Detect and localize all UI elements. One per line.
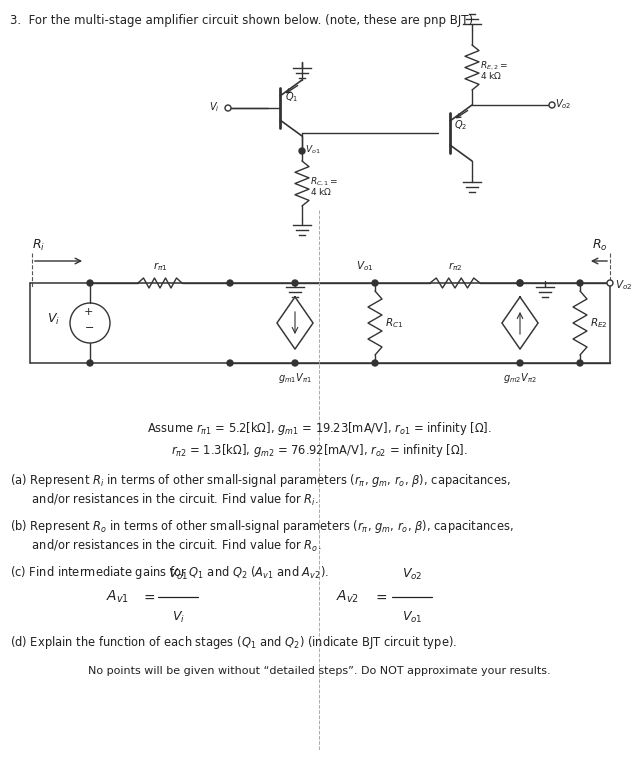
Text: (d) Explain the function of each stages ($\boldsymbol{Q_1}$ and $\boldsymbol{Q_2: (d) Explain the function of each stages … (10, 634, 457, 651)
Text: $R_o$: $R_o$ (592, 238, 608, 253)
Text: $R_{E2}$: $R_{E2}$ (590, 316, 608, 330)
Text: 3.  For the multi-stage amplifier circuit shown below. (note, these are pnp BJT): 3. For the multi-stage amplifier circuit… (10, 14, 473, 27)
Text: $V_{o2}$: $V_{o2}$ (555, 97, 571, 111)
Circle shape (227, 360, 233, 366)
Text: $R_{C,1}=$: $R_{C,1}=$ (310, 176, 339, 188)
Circle shape (549, 102, 555, 108)
Text: $Q_2$: $Q_2$ (454, 118, 467, 132)
Circle shape (87, 360, 93, 366)
Polygon shape (277, 297, 313, 349)
Text: 4 k$\Omega$: 4 k$\Omega$ (310, 186, 332, 197)
Text: $V_{o1}$: $V_{o1}$ (402, 610, 422, 625)
Circle shape (577, 360, 583, 366)
Circle shape (70, 303, 110, 343)
Text: No points will be given without “detailed steps”. Do NOT approximate your result: No points will be given without “detaile… (88, 666, 550, 676)
Circle shape (299, 148, 305, 154)
Text: $A_{v1}$: $A_{v1}$ (106, 589, 130, 605)
Circle shape (372, 360, 378, 366)
Circle shape (292, 360, 298, 366)
Text: $-$: $-$ (84, 321, 94, 331)
Text: $V_i$: $V_i$ (47, 312, 60, 327)
Text: $V_{o1}$: $V_{o1}$ (356, 259, 374, 272)
Polygon shape (502, 297, 538, 349)
Circle shape (577, 280, 583, 286)
Circle shape (227, 280, 233, 286)
Circle shape (517, 280, 523, 286)
Text: $g_{m1}V_{\pi1}$: $g_{m1}V_{\pi1}$ (278, 371, 312, 385)
Text: (c) Find intermediate gains for $\boldsymbol{Q_1}$ and $\boldsymbol{Q_2}$ ($\bol: (c) Find intermediate gains for $\boldsy… (10, 564, 329, 581)
Text: $V_{o2}$: $V_{o2}$ (402, 567, 422, 582)
Text: $V_{o1}$: $V_{o1}$ (167, 567, 189, 582)
Text: $R_{E,2}=$: $R_{E,2}=$ (480, 60, 508, 72)
Circle shape (607, 280, 613, 286)
Text: $V_i$: $V_i$ (210, 100, 220, 114)
Text: +: + (84, 307, 93, 317)
Text: $r_{\pi2}$ = 1.3[k$\Omega$], $g_{m2}$ = 76.92[mA/V], $r_{o2}$ = infinity [$\Omeg: $r_{\pi2}$ = 1.3[k$\Omega$], $g_{m2}$ = … (171, 442, 467, 459)
Text: and/or resistances in the circuit. Find value for $R_i$.: and/or resistances in the circuit. Find … (10, 492, 319, 508)
Text: $R_i$: $R_i$ (32, 238, 45, 253)
Text: $=$: $=$ (373, 590, 387, 604)
Circle shape (225, 105, 231, 111)
Text: $R_{C1}$: $R_{C1}$ (385, 316, 403, 330)
Text: $A_{v2}$: $A_{v2}$ (336, 589, 360, 605)
Text: 4 k$\Omega$: 4 k$\Omega$ (480, 70, 502, 81)
Circle shape (372, 280, 378, 286)
Text: $r_{\pi1}$: $r_{\pi1}$ (153, 260, 167, 272)
Circle shape (517, 360, 523, 366)
Circle shape (292, 280, 298, 286)
Text: $V_{o1}$: $V_{o1}$ (305, 144, 321, 156)
Text: $V_i$: $V_i$ (171, 610, 185, 625)
Text: Assume $r_{\pi1}$ = 5.2[k$\Omega$], $g_{m1}$ = 19.23[mA/V], $r_{o1}$ = infinity : Assume $r_{\pi1}$ = 5.2[k$\Omega$], $g_{… (146, 420, 491, 437)
Circle shape (517, 280, 523, 286)
Text: $V_{o2}$: $V_{o2}$ (615, 278, 633, 292)
Text: (b) Represent $R_o$ in terms of other small-signal parameters ($r_\pi$, $g_m$, $: (b) Represent $R_o$ in terms of other sm… (10, 518, 514, 535)
Text: $Q_1$: $Q_1$ (285, 90, 298, 104)
Circle shape (87, 280, 93, 286)
Text: $r_{\pi2}$: $r_{\pi2}$ (448, 260, 462, 272)
Text: $g_{m2}V_{\pi2}$: $g_{m2}V_{\pi2}$ (503, 371, 537, 385)
Text: $=$: $=$ (141, 590, 155, 604)
Text: (a) Represent $R_i$ in terms of other small-signal parameters ($r_\pi$, $g_m$, $: (a) Represent $R_i$ in terms of other sm… (10, 472, 511, 489)
Text: and/or resistances in the circuit. Find value for $R_o$.: and/or resistances in the circuit. Find … (10, 538, 321, 554)
